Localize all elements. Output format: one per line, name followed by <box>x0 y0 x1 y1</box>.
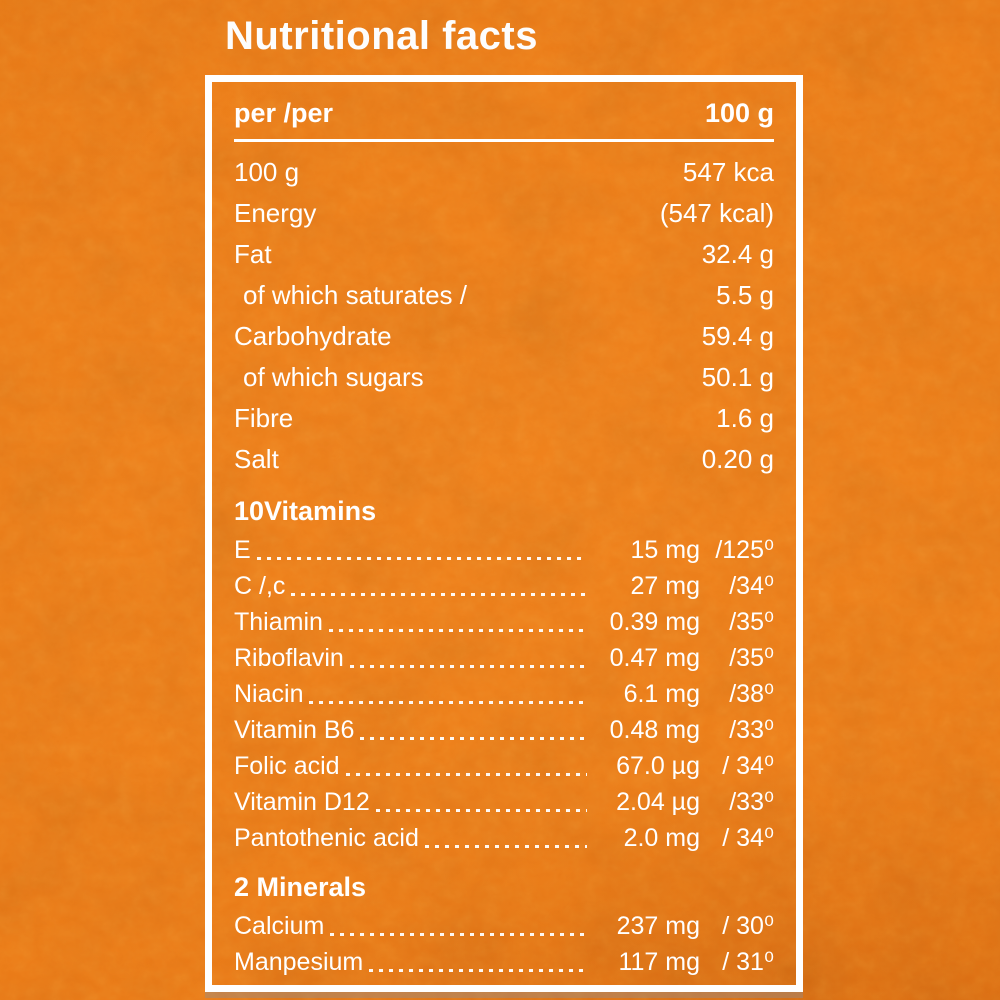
nutrient-label: Salt <box>234 444 279 474</box>
nutrient-amount: 0.39 mg <box>609 608 700 636</box>
nutrient-row: Fat 32.4 g <box>234 234 774 275</box>
nutrient-row: Pantothenic acid 2.0 mg / 34⁰ <box>234 820 774 856</box>
nutrient-rdi: / 34⁰ <box>722 752 774 780</box>
nutrient-row: 100 g 547 kca <box>234 152 774 193</box>
nutrient-label: 100 g <box>234 157 300 187</box>
nutrient-amount: 67.0 µg <box>616 752 700 780</box>
nutrient-rdi: /34⁰ <box>729 572 774 600</box>
dotted-leader <box>330 933 587 936</box>
nutrient-label: Carbohydrate <box>234 321 392 351</box>
nutrient-rdi: / 34⁰ <box>722 824 774 852</box>
nutrient-label: Energy <box>234 198 317 228</box>
nutrient-value: (547 kcal) <box>659 198 774 228</box>
nutrient-row: Carbohydrate 59.4 g <box>234 316 774 357</box>
nutrient-label: Thiamin <box>234 608 323 636</box>
header-divider <box>234 139 774 142</box>
section-heading: 2 Minerals <box>234 872 367 902</box>
nutrient-rdi: /33⁰ <box>729 788 774 816</box>
page-title: Nutritional facts <box>225 14 538 58</box>
nutrient-label: of which sugars <box>243 362 424 392</box>
dotted-leader <box>309 701 587 704</box>
nutrient-row: of which saturates / 5.5 g <box>234 275 774 316</box>
dotted-leader <box>349 665 587 668</box>
nutrient-row: Manpesium 117 mg / 31⁰ <box>234 944 774 980</box>
nutrient-section: 2 Minerals Calcium 237 mg / 30⁰ Manpesiu… <box>234 870 774 980</box>
nutrient-rdi: /35⁰ <box>729 644 774 672</box>
nutrient-label: Vitamin B6 <box>234 716 355 744</box>
nutrient-value: 547 kca <box>682 157 774 187</box>
nutrient-label: of which saturates / <box>243 280 467 310</box>
per-column-label: per /per <box>234 98 334 128</box>
nutrient-row: Niacin 6.1 mg /38⁰ <box>234 676 774 712</box>
nutrient-row: C /,c 27 mg /34⁰ <box>234 568 774 604</box>
nutrient-amount: 15 mg <box>630 536 700 564</box>
dotted-leader <box>345 773 587 776</box>
dotted-leader <box>360 737 587 740</box>
nutrient-label: Niacin <box>234 680 304 708</box>
nutrient-row: Folic acid 67.0 µg / 34⁰ <box>234 748 774 784</box>
dotted-leader <box>375 809 587 812</box>
nutrient-rdi: / 31⁰ <box>722 948 774 976</box>
dotted-leader <box>291 593 587 596</box>
nutrient-sections: 10Vitamins E 15 mg /125⁰ C /,c 27 mg /34… <box>234 494 774 980</box>
nutrient-value: 59.4 g <box>701 321 774 351</box>
nutrient-amount: 0.48 mg <box>609 716 700 744</box>
nutrient-amount: 237 mg <box>616 912 700 940</box>
nutrient-row: Fibre 1.6 g <box>234 398 774 439</box>
nutrient-value: 0.20 g <box>701 444 774 474</box>
nutrient-row: Vitamin B6 0.48 mg /33⁰ <box>234 712 774 748</box>
nutrient-label: Folic acid <box>234 752 340 780</box>
nutrient-row: Salt 0.20 g <box>234 439 774 480</box>
nutrient-row: Riboflavin 0.47 mg /35⁰ <box>234 640 774 676</box>
nutrient-value: 50.1 g <box>701 362 774 392</box>
nutrient-value: 1.6 g <box>716 403 774 433</box>
nutrient-label: Vitamin D12 <box>234 788 370 816</box>
panel-header: per /per 100 g <box>234 96 774 130</box>
section-heading: 10Vitamins <box>234 496 377 526</box>
nutrient-row: Calcium 237 mg / 30⁰ <box>234 908 774 944</box>
nutrient-label: Calcium <box>234 912 325 940</box>
nutrient-row: Energy (547 kcal) <box>234 193 774 234</box>
dotted-leader <box>328 629 587 632</box>
nutrient-value: 32.4 g <box>701 239 774 269</box>
section-rows: Calcium 237 mg / 30⁰ Manpesium 117 mg / … <box>234 908 774 980</box>
nutrient-label: Manpesium <box>234 948 364 976</box>
nutrient-amount: 2.04 µg <box>616 788 700 816</box>
nutrient-amount: 0.47 mg <box>609 644 700 672</box>
nutrient-label: Fibre <box>234 403 294 433</box>
nutrient-rdi: /33⁰ <box>729 716 774 744</box>
nutrient-label: Riboflavin <box>234 644 344 672</box>
nutrient-amount: 2.0 mg <box>623 824 700 852</box>
nutrient-label: E <box>234 536 251 564</box>
nutrient-label: C /,c <box>234 572 286 600</box>
nutrient-section: 10Vitamins E 15 mg /125⁰ C /,c 27 mg /34… <box>234 494 774 856</box>
section-rows: E 15 mg /125⁰ C /,c 27 mg /34⁰ Thiamin 0… <box>234 532 774 856</box>
nutrient-amount: 117 mg <box>618 948 700 976</box>
dotted-leader <box>369 969 587 972</box>
nutrient-rdi: /38⁰ <box>729 680 774 708</box>
nutrient-row: Thiamin 0.39 mg /35⁰ <box>234 604 774 640</box>
main-nutrient-rows: 100 g 547 kca Energy (547 kcal) Fat 32.4… <box>234 152 774 480</box>
nutrient-value: 5.5 g <box>716 280 774 310</box>
nutrient-row: of which sugars 50.1 g <box>234 357 774 398</box>
amount-column-label: 100 g <box>704 98 774 128</box>
nutrition-facts-panel: per /per 100 g 100 g 547 kca Energy (547… <box>205 75 803 992</box>
nutrient-label: Fat <box>234 239 272 269</box>
nutrient-rdi: /35⁰ <box>729 608 774 636</box>
dotted-leader <box>256 557 587 560</box>
nutrient-amount: 27 mg <box>630 572 700 600</box>
nutrient-rdi: /125⁰ <box>715 536 774 564</box>
nutrient-label: Pantothenic acid <box>234 824 419 852</box>
dotted-leader <box>424 845 587 848</box>
nutrient-row: E 15 mg /125⁰ <box>234 532 774 568</box>
nutrient-row: Vitamin D12 2.04 µg /33⁰ <box>234 784 774 820</box>
nutrient-amount: 6.1 mg <box>623 680 700 708</box>
nutrient-rdi: / 30⁰ <box>722 912 774 940</box>
